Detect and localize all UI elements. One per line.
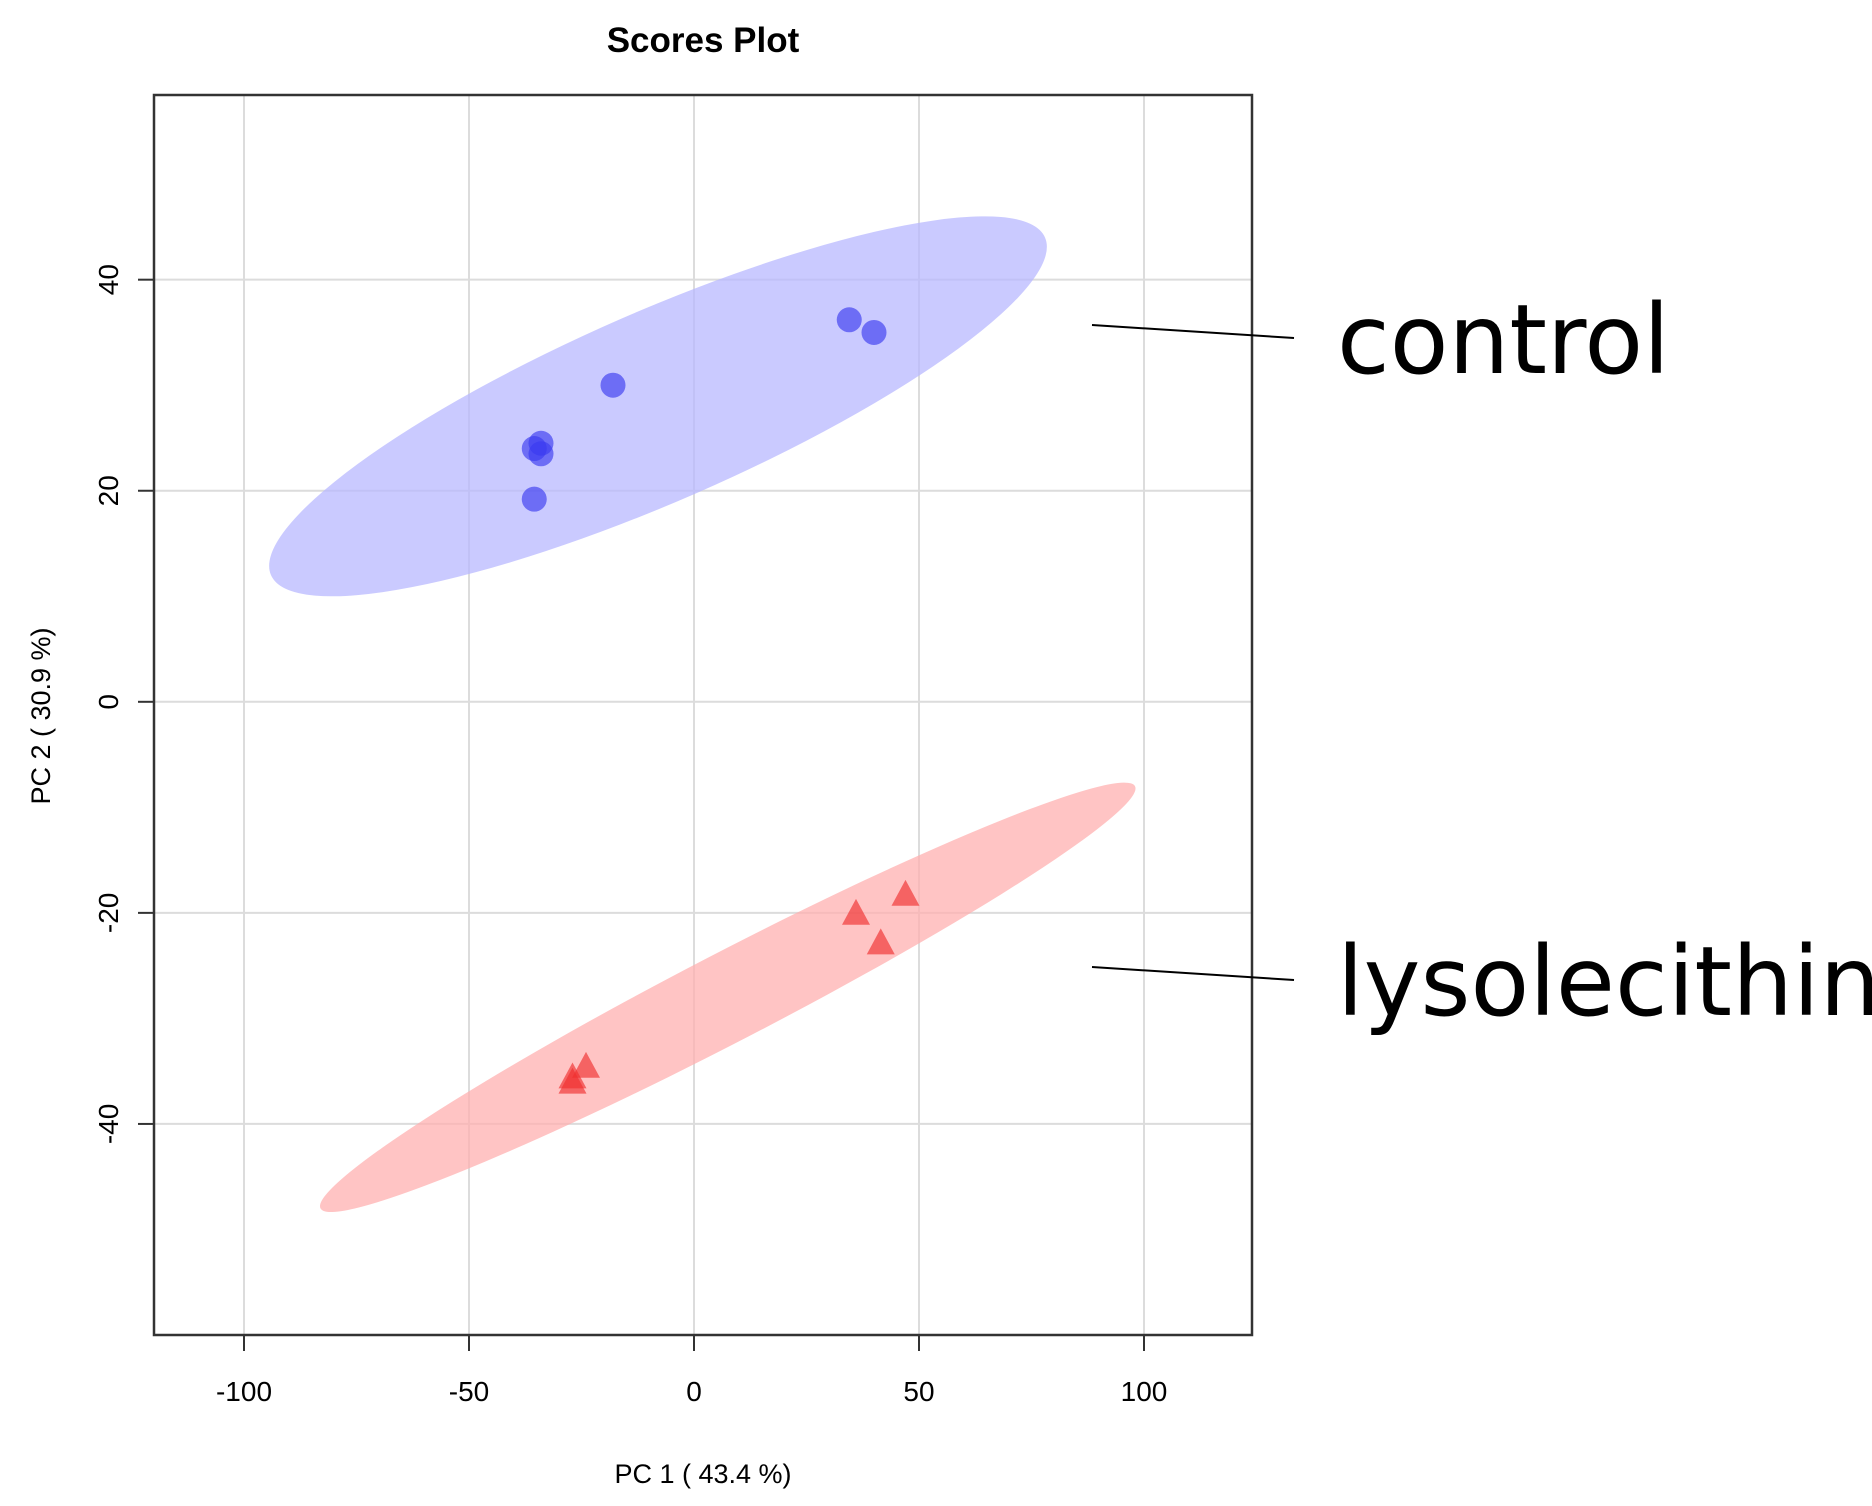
- control-point: [836, 307, 862, 333]
- lysolecithin-ellipse: [319, 782, 1136, 1212]
- y-axis-label: PC 2 ( 30.9 %): [26, 627, 56, 804]
- x-tick-label: -100: [216, 1376, 272, 1407]
- grid-lines: [154, 95, 1252, 1335]
- lysolecithin-point: [572, 1051, 600, 1078]
- x-tick-label: -50: [449, 1376, 489, 1407]
- chart-title: Scores Plot: [607, 21, 800, 60]
- control-point: [600, 372, 626, 398]
- x-axis-label: PC 1 ( 43.4 %): [614, 1459, 791, 1489]
- x-axis-ticks: -100 -50 0 50 100: [216, 1335, 1167, 1407]
- lysolecithin-annotation-leader: [1091, 966, 1295, 981]
- x-tick-label: 0: [686, 1376, 702, 1407]
- x-tick-label: 100: [1121, 1376, 1168, 1407]
- lysolecithin-point: [866, 928, 895, 955]
- control-annotation: control: [1337, 284, 1670, 396]
- y-tick-label: -20: [93, 893, 124, 933]
- control-point: [861, 319, 887, 345]
- lysolecithin-point: [842, 898, 870, 925]
- control-point: [521, 486, 547, 512]
- y-axis-ticks: -40 -20 0 20 40: [93, 264, 154, 1144]
- lysolecithin-point: [891, 879, 920, 906]
- y-tick-label: 40: [93, 264, 124, 295]
- lysolecithin-point: [558, 1067, 587, 1094]
- y-tick-label: -40: [93, 1104, 124, 1144]
- y-tick-label: 0: [93, 694, 124, 710]
- control-point: [521, 436, 547, 462]
- lysolecithin-annotation: lysolecithin: [1337, 926, 1872, 1038]
- control-annotation-leader: [1091, 324, 1295, 339]
- y-tick-label: 20: [93, 475, 124, 506]
- x-tick-label: 50: [903, 1376, 934, 1407]
- plot-frame: [152, 93, 1254, 1337]
- control-ellipse: [269, 216, 1047, 597]
- data-points: [521, 307, 920, 1094]
